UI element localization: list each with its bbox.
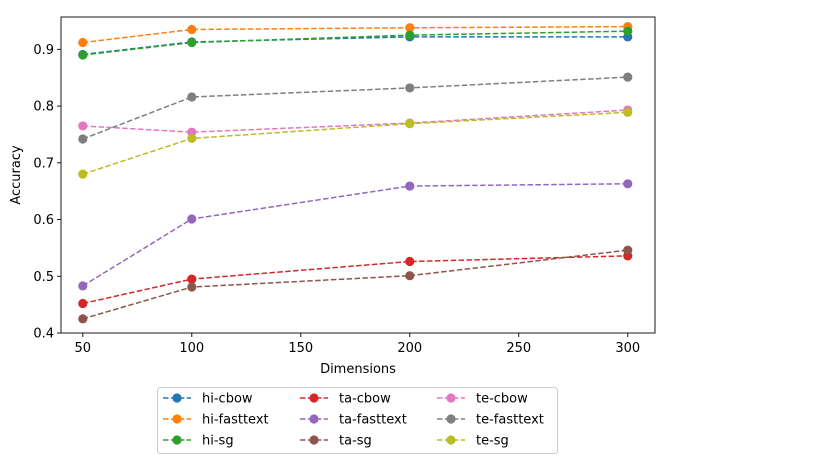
legend-marker bbox=[309, 414, 319, 424]
data-point-hi-sg bbox=[623, 26, 633, 36]
data-point-hi-fasttext bbox=[405, 23, 415, 33]
data-point-te-sg bbox=[187, 133, 197, 144]
data-point-te-sg bbox=[623, 107, 633, 117]
data-point-hi-sg bbox=[405, 30, 415, 40]
data-point-te-fasttext bbox=[187, 92, 197, 102]
series-ta-sg bbox=[78, 245, 633, 324]
legend-entry-te-cbow: te-cbow bbox=[437, 392, 528, 407]
legend-label: ta-cbow bbox=[339, 392, 391, 407]
data-point-ta-cbow bbox=[405, 256, 415, 267]
legend-marker bbox=[172, 414, 182, 424]
series-te-sg bbox=[78, 107, 633, 179]
legend-label: hi-cbow bbox=[202, 392, 253, 407]
series-line-te-sg bbox=[82, 111, 628, 175]
series-ta-fasttext bbox=[78, 179, 633, 291]
data-point-ta-fasttext bbox=[623, 179, 633, 189]
series-line-ta-fasttext bbox=[82, 183, 628, 287]
legend-entry-hi-cbow: hi-cbow bbox=[163, 392, 253, 407]
data-point-ta-sg bbox=[623, 245, 633, 255]
series-line-te-fasttext bbox=[82, 76, 628, 140]
x-tick-label: 50 bbox=[75, 341, 92, 356]
data-point-hi-sg bbox=[187, 37, 197, 48]
y-axis-label: Accuracy bbox=[9, 145, 24, 205]
series-line-hi-fasttext bbox=[82, 25, 628, 44]
series-layer bbox=[78, 22, 633, 324]
legend-entry-hi-fasttext: hi-fasttext bbox=[163, 413, 269, 428]
legend: hi-cbow hi-fasttext hi-sg ta-cbow ta-fasttex… bbox=[157, 387, 558, 454]
data-point-ta-fasttext bbox=[405, 181, 415, 191]
data-point-hi-fasttext bbox=[187, 24, 197, 35]
data-point-hi-fasttext bbox=[78, 37, 88, 48]
plot-frame bbox=[60, 16, 656, 334]
series-line-ta-cbow bbox=[82, 255, 628, 305]
data-point-ta-fasttext bbox=[187, 214, 197, 224]
legend-frame bbox=[157, 387, 558, 454]
data-point-ta-sg bbox=[78, 314, 88, 324]
legend-label: ta-sg bbox=[339, 434, 372, 449]
x-tick-label: 200 bbox=[397, 341, 422, 356]
legend-marker bbox=[309, 435, 319, 445]
data-point-ta-sg bbox=[405, 271, 415, 281]
y-tick-label: 0.5 bbox=[33, 270, 54, 285]
x-axis-label: Dimensions bbox=[320, 362, 396, 377]
data-point-te-fasttext bbox=[78, 134, 88, 144]
legend-entry-ta-sg: ta-sg bbox=[300, 434, 372, 449]
y-tick-label: 0.8 bbox=[33, 100, 54, 115]
legend-marker bbox=[172, 435, 182, 445]
series-ta-cbow bbox=[78, 251, 633, 309]
series-te-fasttext bbox=[78, 72, 633, 144]
legend-marker bbox=[446, 414, 456, 424]
legend-entry-hi-sg: hi-sg bbox=[163, 434, 234, 449]
x-tick-label: 300 bbox=[615, 341, 640, 356]
data-point-hi-sg bbox=[78, 50, 88, 60]
data-point-te-fasttext bbox=[405, 83, 415, 93]
data-point-te-fasttext bbox=[623, 72, 633, 82]
data-point-ta-fasttext bbox=[78, 281, 88, 291]
legend-label: te-cbow bbox=[476, 392, 528, 407]
y-tick-label: 0.9 bbox=[33, 43, 54, 58]
data-point-te-sg bbox=[78, 169, 88, 179]
legend-label: te-sg bbox=[476, 434, 509, 449]
y-tick-label: 0.7 bbox=[33, 156, 54, 171]
legend-marker bbox=[172, 393, 182, 403]
legend-entry-ta-cbow: ta-cbow bbox=[300, 392, 391, 407]
x-tick-label: 100 bbox=[179, 341, 204, 356]
y-tick-label: 0.4 bbox=[33, 327, 54, 342]
y-tick-label: 0.6 bbox=[33, 213, 54, 228]
legend-entry-te-fasttext: te-fasttext bbox=[437, 413, 544, 428]
legend-entry-ta-fasttext: ta-fasttext bbox=[300, 413, 407, 428]
data-point-ta-sg bbox=[187, 282, 197, 292]
legend-label: te-fasttext bbox=[476, 413, 544, 428]
x-axis: 50 100 150 200 250 300 bbox=[75, 333, 640, 356]
data-point-te-sg bbox=[405, 119, 415, 129]
series-line-hi-sg bbox=[82, 30, 628, 56]
legend-marker bbox=[446, 435, 456, 445]
data-point-ta-cbow bbox=[187, 274, 197, 284]
legend-entry-te-sg: te-sg bbox=[437, 434, 509, 449]
x-tick-label: 150 bbox=[288, 341, 313, 356]
series-line-ta-sg bbox=[82, 249, 628, 320]
y-axis: 0.4 0.5 0.6 0.7 0.8 0.9 bbox=[33, 43, 61, 342]
legend-label: hi-fasttext bbox=[202, 413, 269, 428]
series-hi-sg bbox=[78, 26, 633, 60]
data-point-te-cbow bbox=[78, 121, 88, 131]
series-line-te-cbow bbox=[82, 109, 628, 133]
legend-marker bbox=[446, 393, 456, 403]
legend-label: ta-fasttext bbox=[339, 413, 407, 428]
x-tick-label: 250 bbox=[506, 341, 531, 356]
data-point-ta-cbow bbox=[78, 298, 88, 309]
legend-label: hi-sg bbox=[202, 434, 234, 449]
legend-marker bbox=[309, 393, 319, 403]
